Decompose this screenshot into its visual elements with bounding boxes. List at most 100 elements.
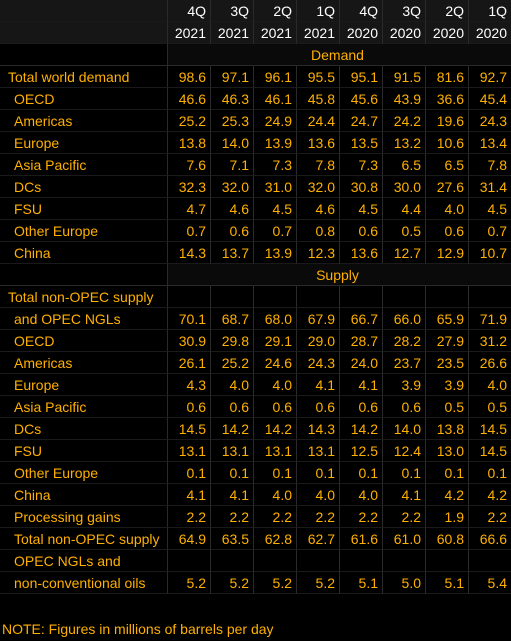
table-cell: 3.9	[383, 374, 426, 396]
table-cell	[168, 286, 211, 308]
table-cell: 14.2	[254, 418, 297, 440]
table-cell: 12.4	[383, 440, 426, 462]
footnote: NOTE: Figures in millions of barrels per…	[2, 621, 274, 637]
table-cell: 13.1	[211, 440, 254, 462]
table-cell	[211, 550, 254, 572]
table-cell: 0.5	[426, 396, 469, 418]
header-quarter: 4Q	[168, 0, 211, 22]
row-label: OECD	[0, 330, 168, 352]
table-cell: 0.5	[383, 220, 426, 242]
table-cell: 4.5	[469, 198, 511, 220]
table-cell: 46.6	[168, 88, 211, 110]
table-cell: 2.2	[168, 506, 211, 528]
table-cell: 46.3	[211, 88, 254, 110]
table-cell: 10.6	[426, 132, 469, 154]
table-cell: 96.1	[254, 66, 297, 88]
table-cell: 10.7	[469, 242, 511, 264]
table-cell	[469, 550, 511, 572]
row-label: Asia Pacific	[0, 154, 168, 176]
table-cell: 5.2	[254, 572, 297, 594]
table-cell: 13.1	[297, 440, 340, 462]
table-cell: 4.1	[168, 484, 211, 506]
table-cell: 24.3	[297, 352, 340, 374]
table-cell: 98.6	[168, 66, 211, 88]
table-cell: 12.9	[426, 242, 469, 264]
header-corner	[0, 22, 168, 44]
row-label: Europe	[0, 132, 168, 154]
table-cell: 13.5	[340, 132, 383, 154]
table-cell: 14.2	[340, 418, 383, 440]
table-cell: 12.5	[340, 440, 383, 462]
table-cell	[383, 550, 426, 572]
table-cell: 43.9	[383, 88, 426, 110]
table-cell	[340, 550, 383, 572]
table-cell	[254, 286, 297, 308]
table-cell: 26.6	[469, 352, 511, 374]
table-cell	[297, 286, 340, 308]
table-cell: 0.7	[254, 220, 297, 242]
table-cell: 30.9	[168, 330, 211, 352]
table-cell: 91.5	[383, 66, 426, 88]
table-cell: 5.2	[297, 572, 340, 594]
table-cell: 27.9	[426, 330, 469, 352]
table-cell: 27.6	[426, 176, 469, 198]
table-cell: 29.1	[254, 330, 297, 352]
table-cell: 13.8	[426, 418, 469, 440]
table-cell: 66.7	[340, 308, 383, 330]
table-cell	[168, 550, 211, 572]
table-cell: 4.0	[297, 484, 340, 506]
table-cell: 45.8	[297, 88, 340, 110]
table-cell: 5.4	[469, 572, 511, 594]
section-title-supply: Supply	[168, 264, 511, 286]
table-cell: 25.2	[211, 352, 254, 374]
table-cell	[297, 550, 340, 572]
table-cell: 24.9	[254, 110, 297, 132]
header-year: 2020	[426, 22, 469, 44]
table-cell: 23.7	[383, 352, 426, 374]
table-cell: 25.2	[168, 110, 211, 132]
row-label: China	[0, 242, 168, 264]
table-cell: 13.0	[426, 440, 469, 462]
row-label: DCs	[0, 176, 168, 198]
table-cell: 4.1	[340, 374, 383, 396]
table-cell: 6.5	[383, 154, 426, 176]
table-cell: 0.6	[340, 220, 383, 242]
table-cell: 23.5	[426, 352, 469, 374]
table-cell: 13.1	[254, 440, 297, 462]
table-cell: 0.6	[254, 396, 297, 418]
table-cell: 2.2	[383, 506, 426, 528]
table-cell: 4.3	[168, 374, 211, 396]
table-cell	[340, 286, 383, 308]
table-cell: 5.1	[426, 572, 469, 594]
table-cell: 0.6	[426, 220, 469, 242]
table-cell: 70.1	[168, 308, 211, 330]
table-cell: 60.8	[426, 528, 469, 550]
table-cell: 31.2	[469, 330, 511, 352]
table-cell: 0.6	[168, 396, 211, 418]
table-cell: 4.0	[340, 484, 383, 506]
table-cell	[426, 550, 469, 572]
header-year: 2021	[254, 22, 297, 44]
table-cell: 0.6	[211, 220, 254, 242]
row-label: Total non-OPEC supply	[0, 528, 168, 550]
header-year: 2021	[297, 22, 340, 44]
table-cell: 2.2	[254, 506, 297, 528]
table-cell: 61.0	[383, 528, 426, 550]
table-cell: 5.2	[168, 572, 211, 594]
header-quarter: 1Q	[469, 0, 511, 22]
table-cell: 61.6	[340, 528, 383, 550]
header-quarter: 4Q	[340, 0, 383, 22]
table-cell: 0.7	[469, 220, 511, 242]
table-cell: 4.5	[340, 198, 383, 220]
row-label: Asia Pacific	[0, 396, 168, 418]
row-label: DCs	[0, 418, 168, 440]
table-cell: 13.2	[383, 132, 426, 154]
table-cell: 7.3	[340, 154, 383, 176]
table-cell: 24.6	[254, 352, 297, 374]
table-cell: 36.6	[426, 88, 469, 110]
table-cell: 3.9	[426, 374, 469, 396]
header-year: 2020	[469, 22, 511, 44]
table-cell: 13.1	[168, 440, 211, 462]
table-cell: 4.4	[383, 198, 426, 220]
table-cell: 0.7	[168, 220, 211, 242]
